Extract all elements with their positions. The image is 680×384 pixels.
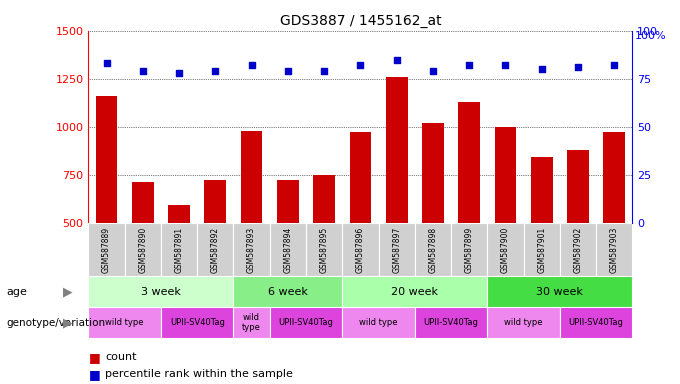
Bar xyxy=(197,223,233,276)
Bar xyxy=(422,123,444,319)
Text: UPII-SV40Tag: UPII-SV40Tag xyxy=(424,318,479,327)
Text: GSM587896: GSM587896 xyxy=(356,227,365,273)
Point xyxy=(173,70,184,76)
Bar xyxy=(306,223,342,276)
Text: ▶: ▶ xyxy=(63,316,73,329)
Text: wild type: wild type xyxy=(105,318,144,327)
Text: GSM587898: GSM587898 xyxy=(428,227,437,273)
Text: GSM587903: GSM587903 xyxy=(610,227,619,273)
Bar xyxy=(96,96,118,319)
Text: ■: ■ xyxy=(88,368,100,381)
Bar xyxy=(567,150,589,319)
Text: GSM587897: GSM587897 xyxy=(392,227,401,273)
Bar xyxy=(415,307,488,338)
Text: UPII-SV40Tag: UPII-SV40Tag xyxy=(568,318,624,327)
Bar xyxy=(415,223,451,276)
Text: 20 week: 20 week xyxy=(391,287,439,297)
Bar xyxy=(88,307,161,338)
Bar xyxy=(458,102,480,319)
Bar xyxy=(350,132,371,319)
Text: 100%: 100% xyxy=(635,31,667,41)
Text: GSM587893: GSM587893 xyxy=(247,227,256,273)
Text: GSM587902: GSM587902 xyxy=(573,227,583,273)
Bar xyxy=(531,157,553,319)
Bar xyxy=(451,223,488,276)
Bar xyxy=(560,223,596,276)
Bar xyxy=(603,132,625,319)
Text: GSM587891: GSM587891 xyxy=(175,227,184,273)
Point xyxy=(282,68,293,74)
Point xyxy=(428,68,439,74)
Bar xyxy=(241,131,262,319)
Bar xyxy=(88,223,124,276)
Point xyxy=(391,56,402,63)
Point xyxy=(210,68,221,74)
Bar xyxy=(233,223,270,276)
Text: genotype/variation: genotype/variation xyxy=(7,318,106,328)
Text: wild type: wild type xyxy=(505,318,543,327)
Point xyxy=(609,62,619,68)
Bar xyxy=(88,276,233,307)
Point xyxy=(537,66,547,72)
Text: GSM587892: GSM587892 xyxy=(211,227,220,273)
Text: GSM587900: GSM587900 xyxy=(501,227,510,273)
Point xyxy=(355,62,366,68)
Bar xyxy=(233,307,270,338)
Bar xyxy=(386,77,407,319)
Bar xyxy=(132,182,154,319)
Text: 6 week: 6 week xyxy=(268,287,308,297)
Point xyxy=(464,62,475,68)
Bar xyxy=(524,223,560,276)
Bar xyxy=(161,307,233,338)
Text: age: age xyxy=(7,287,28,297)
Text: UPII-SV40Tag: UPII-SV40Tag xyxy=(279,318,333,327)
Bar xyxy=(342,276,488,307)
Bar xyxy=(277,180,299,319)
Text: 3 week: 3 week xyxy=(141,287,181,297)
Text: GSM587901: GSM587901 xyxy=(537,227,546,273)
Bar xyxy=(270,223,306,276)
Point xyxy=(137,68,148,74)
Text: wild type: wild type xyxy=(359,318,398,327)
Bar xyxy=(233,276,342,307)
Bar xyxy=(205,180,226,319)
Title: GDS3887 / 1455162_at: GDS3887 / 1455162_at xyxy=(279,14,441,28)
Bar xyxy=(124,223,161,276)
Point xyxy=(500,62,511,68)
Text: GSM587895: GSM587895 xyxy=(320,227,328,273)
Text: 30 week: 30 week xyxy=(537,287,583,297)
Bar xyxy=(488,276,632,307)
Point xyxy=(573,64,583,70)
Bar xyxy=(596,223,632,276)
Point xyxy=(246,62,257,68)
Bar xyxy=(560,307,632,338)
Text: GSM587899: GSM587899 xyxy=(464,227,474,273)
Text: ▶: ▶ xyxy=(63,285,73,298)
Bar xyxy=(168,205,190,319)
Bar xyxy=(494,127,516,319)
Text: ■: ■ xyxy=(88,351,100,364)
Bar xyxy=(313,175,335,319)
Bar xyxy=(342,223,379,276)
Bar xyxy=(161,223,197,276)
Point xyxy=(101,60,112,66)
Bar xyxy=(488,307,560,338)
Text: percentile rank within the sample: percentile rank within the sample xyxy=(105,369,293,379)
Bar xyxy=(379,223,415,276)
Bar xyxy=(342,307,415,338)
Point xyxy=(319,68,330,74)
Text: count: count xyxy=(105,352,137,362)
Text: GSM587889: GSM587889 xyxy=(102,227,111,273)
Bar xyxy=(488,223,524,276)
Bar xyxy=(270,307,342,338)
Text: wild
type: wild type xyxy=(242,313,261,332)
Text: GSM587894: GSM587894 xyxy=(284,227,292,273)
Text: UPII-SV40Tag: UPII-SV40Tag xyxy=(170,318,224,327)
Text: GSM587890: GSM587890 xyxy=(138,227,148,273)
